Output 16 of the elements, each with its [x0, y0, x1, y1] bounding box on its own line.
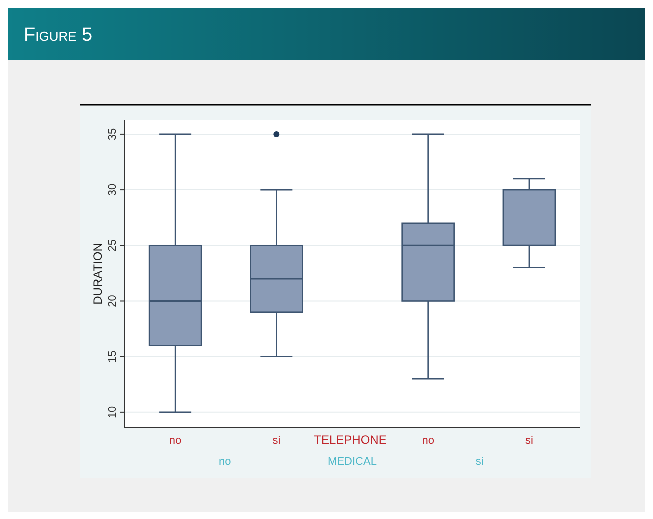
text: si: [476, 456, 484, 468]
y-axis-title: DURATION: [91, 243, 105, 305]
x-tick-label: si: [272, 435, 281, 447]
y-tick-label: 15: [107, 350, 119, 363]
x-tick-label: si: [525, 435, 534, 447]
x-axis-title: TELEPHONE: [314, 433, 387, 447]
text: no: [218, 456, 232, 468]
x-tick-label: no: [169, 435, 182, 447]
y-tick-label: 10: [107, 406, 119, 419]
text: MEDICAL: [328, 456, 377, 468]
x-tick-label: no: [422, 435, 434, 447]
y-tick-label: 20: [107, 295, 119, 308]
y-tick-label: 25: [107, 240, 119, 252]
y-tick-label: 35: [107, 128, 119, 141]
y-tick-label: 30: [107, 184, 119, 196]
chart-title: Figure 5: [24, 25, 93, 46]
